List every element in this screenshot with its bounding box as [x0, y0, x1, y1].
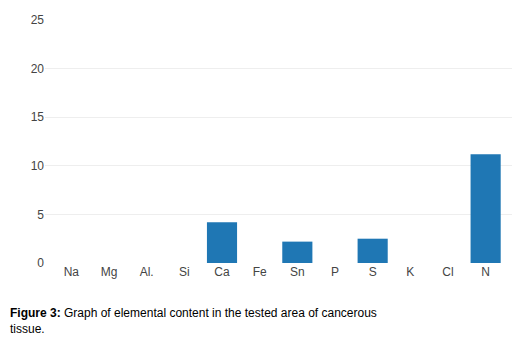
svg-text:K: K: [406, 265, 414, 279]
svg-text:0: 0: [37, 256, 44, 270]
svg-text:Ca: Ca: [214, 265, 230, 279]
svg-text:N: N: [481, 265, 490, 279]
svg-text:Na: Na: [64, 265, 80, 279]
svg-text:Mg: Mg: [101, 265, 118, 279]
svg-text:10: 10: [31, 159, 45, 173]
svg-text:25: 25: [31, 13, 45, 27]
svg-text:Cl: Cl: [442, 265, 453, 279]
svg-text:20: 20: [31, 62, 45, 76]
svg-text:Si: Si: [179, 265, 190, 279]
svg-text:15: 15: [31, 110, 45, 124]
svg-text:P: P: [331, 265, 339, 279]
svg-text:Sn: Sn: [290, 265, 305, 279]
svg-text:Figure 3: Graph of elemental c: Figure 3: Graph of elemental content in …: [10, 306, 377, 336]
svg-text:Fe: Fe: [253, 265, 267, 279]
svg-text:5: 5: [37, 208, 44, 222]
svg-text:S: S: [369, 265, 377, 279]
svg-text:Al.: Al.: [140, 265, 154, 279]
